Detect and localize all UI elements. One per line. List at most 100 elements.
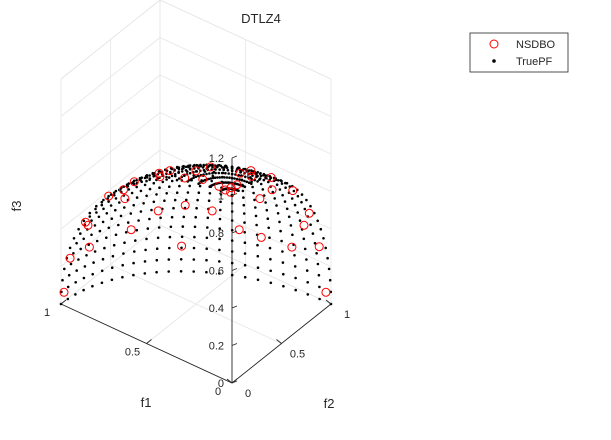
- truepf-point: [132, 182, 136, 186]
- nsdbo-point: [59, 287, 69, 297]
- truepf-point: [83, 265, 87, 268]
- nsdbo-layer: [59, 162, 331, 297]
- truepf-point: [61, 278, 64, 282]
- nsdbo-point: [65, 253, 75, 263]
- truepf-point: [210, 179, 213, 183]
- truepf-point: [300, 193, 304, 196]
- truepf-point: [262, 178, 266, 182]
- truepf-point: [243, 179, 246, 183]
- truepf-point: [324, 246, 328, 250]
- truepf-point: [98, 229, 102, 233]
- nsdbo-point: [266, 173, 276, 182]
- truepf-point: [303, 207, 307, 211]
- nsdbo-point: [126, 225, 136, 235]
- truepf-point: [82, 276, 86, 280]
- truepf-point: [198, 184, 202, 188]
- truepf-point: [233, 177, 236, 180]
- truepf-point: [278, 188, 282, 191]
- box-edge: [159, 0, 332, 80]
- truepf-point: [206, 165, 210, 169]
- truepf-point: [259, 174, 263, 178]
- truepf-point: [87, 243, 90, 246]
- truepf-point: [150, 208, 153, 212]
- truepf-point: [256, 254, 260, 258]
- truepf-point: [177, 177, 181, 180]
- truepf-point: [159, 216, 162, 220]
- truepf-point: [195, 206, 198, 210]
- truepf-point: [309, 223, 312, 226]
- truepf-point: [118, 201, 121, 204]
- truepf-point: [179, 258, 183, 261]
- truepf-point: [184, 165, 188, 169]
- truepf-point: [169, 170, 172, 174]
- truepf-point: [155, 193, 158, 196]
- truepf-point: [230, 202, 234, 205]
- truepf-point: [318, 285, 321, 289]
- truepf-point: [152, 181, 156, 185]
- nsdbo-point: [246, 166, 256, 176]
- truepf-point: [63, 267, 66, 271]
- truepf-point: [247, 181, 251, 184]
- truepf-point: [132, 203, 135, 207]
- truepf-point: [113, 193, 116, 197]
- truepf-point: [226, 168, 230, 172]
- truepf-point: [75, 269, 78, 272]
- truepf-point: [206, 216, 210, 220]
- truepf-point: [292, 189, 296, 193]
- truepf-point: [306, 293, 310, 296]
- truepf-point: [175, 178, 179, 182]
- legend-marker-nsdbo: [489, 39, 499, 49]
- truepf-point: [266, 217, 270, 220]
- truepf-point: [168, 235, 172, 239]
- truepf-point: [135, 185, 138, 189]
- truepf-point: [251, 185, 254, 189]
- truepf-point: [170, 174, 174, 178]
- truepf-point: [148, 217, 151, 221]
- truepf-point: [293, 254, 296, 257]
- truepf-point: [152, 175, 155, 178]
- truepf-point: [183, 174, 186, 177]
- truepf-point: [318, 297, 321, 301]
- truepf-point: [256, 180, 259, 183]
- truepf-point: [91, 284, 94, 288]
- truepf-point: [209, 177, 212, 180]
- truepf-point: [117, 223, 120, 227]
- truepf-point: [289, 224, 293, 227]
- z-tick-mark: [231, 193, 238, 196]
- truepf-point: [79, 232, 82, 235]
- truepf-point: [182, 166, 185, 170]
- truepf-point: [185, 198, 188, 202]
- truepf-point: [130, 191, 134, 195]
- truepf-point: [110, 266, 114, 270]
- y-tick-label: 1: [344, 309, 350, 321]
- truepf-point: [75, 241, 78, 245]
- truepf-point: [139, 189, 143, 193]
- truepf-point: [205, 236, 209, 240]
- truepf-point: [220, 171, 224, 175]
- nsdbo-point: [154, 168, 164, 178]
- truepf-point: [290, 197, 294, 200]
- truepf-point: [72, 237, 76, 240]
- nsdbo-point: [256, 232, 266, 242]
- y-axis-label: f2: [324, 396, 335, 411]
- truepf-point: [243, 263, 247, 267]
- truepf-point: [208, 172, 211, 175]
- truepf-point: [250, 177, 253, 181]
- truepf-point: [230, 250, 234, 253]
- truepf-point: [327, 267, 331, 271]
- truepf-point: [240, 178, 244, 182]
- truepf-point: [122, 252, 125, 255]
- truepf-point: [230, 228, 234, 232]
- nsdbo-point: [120, 194, 130, 204]
- truepf-point: [255, 223, 258, 227]
- nsdbo-point: [304, 208, 314, 218]
- truepf-point: [218, 260, 221, 263]
- nsdbo-point: [246, 171, 256, 181]
- truepf-point: [163, 199, 166, 202]
- truepf-point: [193, 235, 196, 239]
- truepf-point: [230, 176, 234, 180]
- truepf-point: [202, 168, 206, 172]
- truepf-point: [275, 183, 279, 186]
- truepf-point: [102, 207, 105, 211]
- z-tick-mark: [231, 305, 238, 309]
